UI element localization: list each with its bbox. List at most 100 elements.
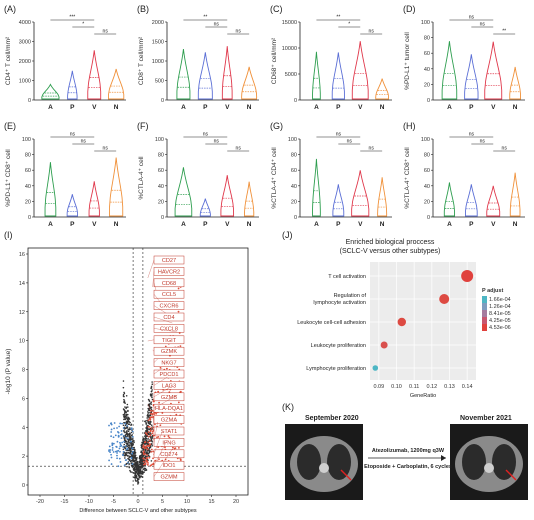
group-label: A (48, 104, 53, 111)
group-label: A (447, 221, 452, 228)
point-up (165, 367, 168, 370)
point-down (111, 444, 114, 447)
x-tick-label: 5 (161, 499, 164, 505)
point-ns (145, 423, 147, 425)
point-up (149, 434, 152, 437)
point-ns (150, 424, 153, 427)
group-label: A (181, 104, 186, 111)
point-up (177, 287, 180, 290)
point-ns (127, 440, 130, 442)
group-label: A (314, 104, 319, 111)
violin-panel: (B) CD8⁺ T cell/mm² 0 500 1000 1500 2000 A P V N **… (137, 4, 259, 111)
point-ns (151, 396, 153, 399)
point-ns (145, 468, 147, 471)
point-ns (126, 452, 129, 454)
violin-shape (509, 172, 521, 217)
x-tick-label: 0 (136, 499, 139, 505)
point-down (116, 427, 118, 429)
point-down (131, 463, 134, 465)
sig-label: ns (236, 29, 242, 35)
panel-label: (K) (282, 402, 294, 412)
sig-label: ns (203, 132, 209, 138)
point-ns (138, 476, 141, 479)
point-ns (133, 450, 136, 453)
point-up (144, 432, 147, 434)
point-ns (133, 454, 135, 457)
violin-shape (509, 66, 522, 100)
group-label: N (380, 104, 385, 111)
point-ns (124, 402, 126, 404)
point-ns (131, 442, 134, 445)
point-ns (139, 457, 141, 460)
point-up (142, 444, 145, 447)
point-ns (126, 445, 129, 447)
point-ns (149, 405, 151, 408)
point-up (146, 454, 149, 456)
point-up (178, 446, 180, 449)
point-ns (150, 438, 153, 440)
point-ns (131, 471, 133, 473)
point-down (119, 445, 122, 448)
point-ns (145, 430, 148, 433)
x-tick-label: 0.12 (426, 384, 437, 390)
point-ns (149, 394, 152, 396)
point-ns (129, 460, 132, 463)
point-ns (131, 440, 134, 443)
sig-label: ns (469, 132, 475, 138)
point-ns (149, 420, 152, 423)
point-up (177, 310, 180, 313)
point-ns (146, 452, 149, 455)
point-ns (124, 434, 127, 437)
gene-label: TIGIT (147, 335, 185, 345)
point-up (145, 447, 148, 450)
point-ns (137, 482, 140, 484)
y-tick-label: 0 (427, 215, 430, 221)
point-ns (130, 423, 133, 426)
point-ns (127, 423, 130, 425)
gene-leader (152, 271, 155, 288)
point-ns (141, 476, 144, 478)
gene-name: CD274 (160, 452, 177, 458)
gene-leader (153, 421, 158, 443)
point-ns (134, 473, 137, 475)
group-label: P (70, 104, 75, 111)
point-down (130, 428, 133, 431)
point-ns (123, 454, 126, 457)
right-lung (492, 444, 516, 480)
term-label: lymphocyte activation (313, 300, 366, 306)
point-up (173, 447, 176, 450)
point-down (126, 425, 129, 427)
group-label: P (469, 104, 474, 111)
violin-shape (441, 41, 458, 100)
point-down (117, 435, 120, 438)
point-ns (146, 411, 149, 413)
violin-shape (220, 175, 235, 217)
treatment-1: Atezolizumab, 1200mg q3W (372, 448, 445, 454)
point-ns (140, 473, 142, 475)
y-tick-label: 500 (155, 79, 164, 85)
y-tick-label: 40 (25, 184, 31, 190)
legend-swatch (482, 310, 487, 317)
point-ns (128, 432, 131, 435)
point-down (121, 422, 123, 425)
sig-label: ns (502, 146, 508, 152)
point-ns (125, 407, 127, 410)
sig-label: ns (70, 132, 76, 138)
point-ns (142, 472, 144, 475)
point-up (153, 413, 156, 415)
point-ns (125, 427, 127, 430)
gene-leader (153, 305, 168, 315)
point-ns (136, 469, 139, 472)
point-down (116, 454, 118, 457)
point-ns (134, 479, 137, 481)
point-ns (122, 413, 125, 416)
gene-name: CD68 (162, 281, 176, 287)
violin-shape (67, 70, 78, 100)
point-down (110, 435, 113, 438)
gene-leader (153, 439, 168, 466)
y-tick-label: 10 (19, 339, 25, 345)
gene-label: HLA-DQA1 (153, 394, 185, 413)
point-ns (136, 468, 138, 470)
legend-value: 1.26e-04 (489, 304, 511, 310)
